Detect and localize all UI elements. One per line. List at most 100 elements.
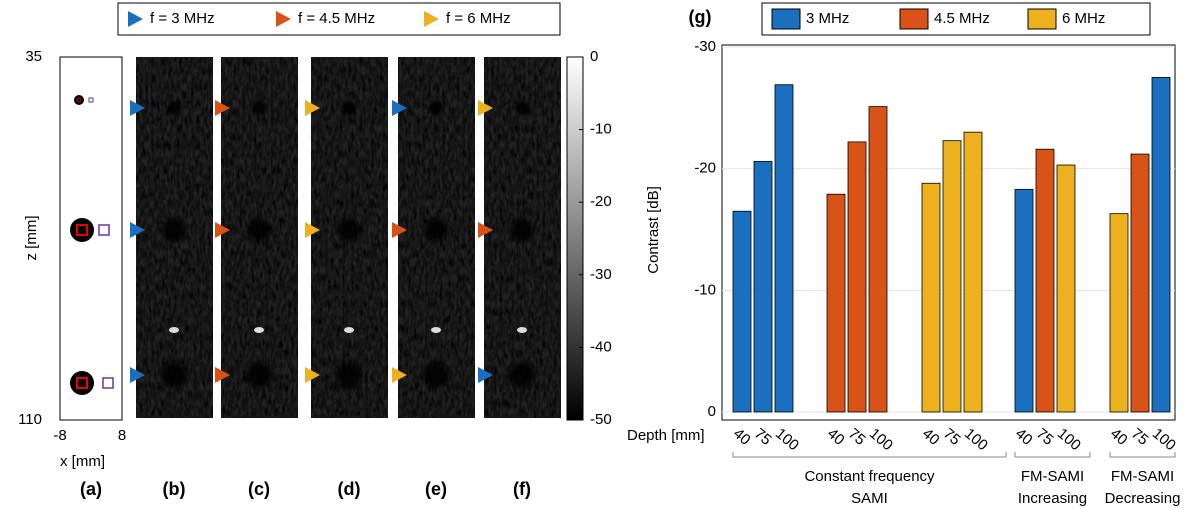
cyst [505,358,539,392]
frequency-marker [130,367,145,383]
cyst [334,215,364,245]
x-tick-label: 100 [866,425,896,454]
panel-label: (f) [513,479,531,499]
frequency-marker [305,100,320,116]
cyst [157,358,191,392]
x-tick-label: 100 [961,425,991,454]
frequency-marker [305,222,320,238]
panel-label: (d) [338,479,361,499]
colorbar-tick-label: -50 [590,411,612,428]
point-target [254,327,264,333]
point-target [431,327,441,333]
phantom-map [70,95,114,395]
frequency-marker [215,100,230,116]
x-tick-label: 40 [1012,425,1036,449]
panel-label: (g) [689,7,712,27]
colorbar-tick-label: -10 [590,121,612,138]
colorbar-tick-label: -30 [590,266,612,283]
cyst [427,99,445,117]
cyst [165,99,183,117]
frequency-marker [128,11,143,27]
y-axis-label: Contrast [dB] [645,186,662,274]
point-target [517,327,527,333]
legend-label: 6 MHz [1062,10,1105,27]
plot-area [721,44,1176,421]
colorbar-tick-label: -40 [590,338,612,355]
frequency-marker [305,367,320,383]
legend-box [761,2,1151,36]
legend-label: 4.5 MHz [934,10,990,27]
bar [963,131,983,413]
x-tick-label: 100 [1054,425,1084,454]
bar [1056,164,1076,413]
y-tick-label: -10 [694,281,716,298]
group-label: Increasing [1018,490,1087,507]
x-tick-label: 40 [1107,425,1131,449]
bar [942,140,962,413]
frequency-marker [424,11,439,27]
legend-label: f = 3 MHz [150,10,215,27]
group-label: Constant frequency [804,468,935,485]
group-bracket [1109,452,1176,458]
group-label: Decreasing [1105,490,1181,507]
bar [1109,213,1129,413]
bar [1130,153,1150,413]
frequency-marker [478,367,493,383]
cyst [421,215,451,245]
frequency-marker [215,367,230,383]
y-axis-label: z [mm] [23,216,40,261]
panel-label: (c) [248,479,270,499]
frequency-marker [130,100,145,116]
group-label: FM-SAMI [1111,468,1174,485]
bar [732,210,752,413]
cyst [507,215,537,245]
group-bracket [732,452,1007,458]
legend-swatch [899,8,929,30]
legend-label: 3 MHz [806,10,849,27]
frequency-marker [392,222,407,238]
x-tick-label: 75 [1033,425,1057,449]
colorbar-tick-label: 0 [590,48,598,65]
cyst [159,215,189,245]
legend-swatch [771,8,801,30]
cyst [332,358,366,392]
frequency-marker [478,222,493,238]
x-tick-label: 75 [1128,425,1152,449]
cyst [242,358,276,392]
bar [1035,148,1055,413]
frequency-marker [392,100,407,116]
cyst [250,99,268,117]
cyst [340,99,358,117]
panel-label: (b) [163,479,186,499]
frequency-marker [130,222,145,238]
cyst [244,215,274,245]
group-label: SAMI [851,490,888,507]
bar [826,193,846,413]
bar [868,106,888,413]
cyst [513,99,531,117]
point-target [169,327,179,333]
group-bracket [1014,452,1091,458]
frequency-marker [276,11,291,27]
x-axis-label: x [mm] [60,453,105,470]
y-tick-label: 35 [25,48,42,65]
colorbar [566,56,584,421]
y-tick-label: 0 [708,403,716,420]
phantom-box [59,56,123,421]
x-tick-label: 75 [751,425,775,449]
y-tick-label: -30 [694,38,716,55]
x-tick-label: -8 [53,427,66,444]
bar [753,160,773,413]
group-label: FM-SAMI [1021,468,1084,485]
x-tick-label: 40 [730,425,754,449]
legend-swatch [1027,8,1057,30]
bar [1014,188,1034,413]
x-tick-label: 75 [845,425,869,449]
x-axis-label: Depth [mm] [627,427,705,444]
bar [1151,77,1171,413]
legend-label: f = 4.5 MHz [298,10,375,27]
point-target [344,327,354,333]
x-tick-label: 75 [940,425,964,449]
frequency-marker [478,100,493,116]
